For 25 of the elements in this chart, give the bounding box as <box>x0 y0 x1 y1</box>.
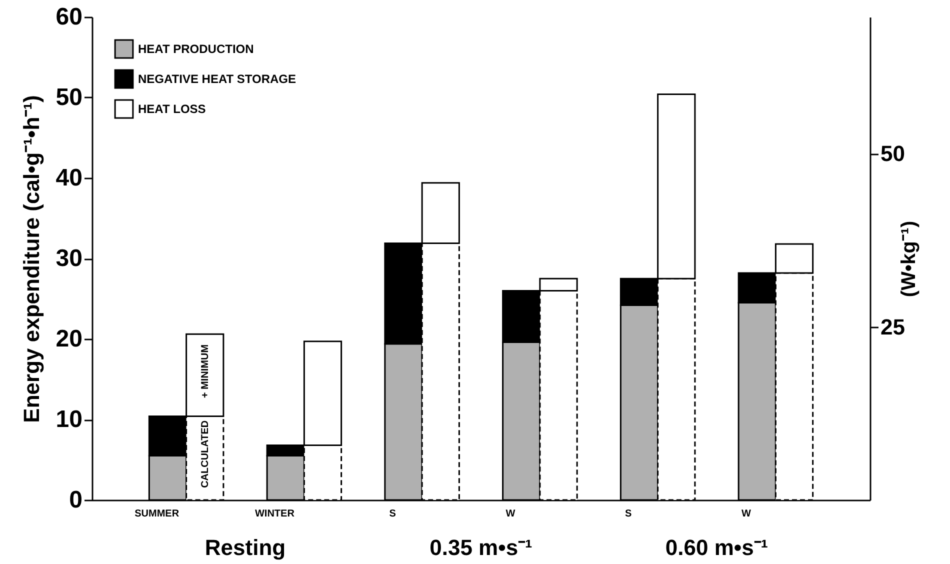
x-tick-label: W <box>506 508 516 520</box>
y-tick-label: 40 <box>56 164 82 192</box>
y-tick-label: 0 <box>69 486 82 514</box>
y2-axis-title: (W•kg⁻¹) <box>898 220 920 298</box>
legend-label: HEAT PRODUCTION <box>138 42 254 56</box>
x-tick-label: W <box>742 508 752 520</box>
x-tick-label: WINTER <box>254 508 296 520</box>
x-tick-label: S <box>625 508 632 520</box>
legend-label: NEGATIVE HEAT STORAGE <box>138 72 296 86</box>
x-tick-label: S <box>389 508 396 520</box>
legend-label: HEAT LOSS <box>138 102 206 116</box>
y-tick-label: 10 <box>56 406 82 433</box>
text: 0.60 m•s⁻¹ <box>665 535 768 560</box>
y-tick-label: 50 <box>56 84 82 111</box>
text: Resting <box>204 535 286 560</box>
y2-tick-label: 50 <box>880 141 905 166</box>
y-tick-label: 60 <box>56 4 82 30</box>
y-axis-title: Energy expenditure (cal•g⁻¹•h⁻¹) <box>18 95 44 423</box>
y2-tick-label: 25 <box>880 314 905 340</box>
annotation: CALCULATED <box>200 420 211 488</box>
text: 0.35 m•s⁻¹ <box>430 535 532 560</box>
x-tick-label: SUMMER <box>134 508 180 520</box>
y-tick-label: 30 <box>56 245 82 272</box>
y-tick-label: 20 <box>56 326 82 352</box>
annotation: + MINIMUM <box>200 344 211 398</box>
